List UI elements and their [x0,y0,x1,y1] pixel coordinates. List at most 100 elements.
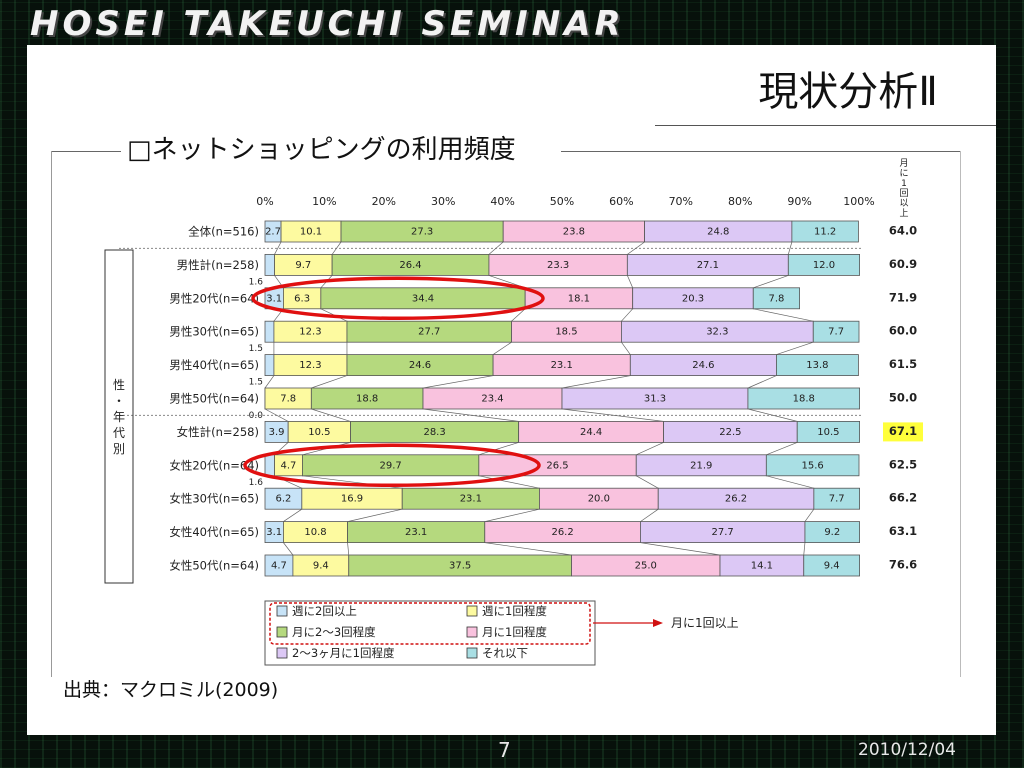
bar-value-label: 29.7 [379,460,401,471]
bar-value-label: 7.8 [280,394,296,405]
legend-label: 週に2回以上 [292,604,357,618]
x-tick-label: 60% [609,195,633,208]
bar-value-label: 12.0 [813,260,835,271]
bar-value-label: 3.1 [266,527,282,538]
bar-value-label: 10.1 [300,227,322,238]
bar-value-label: 9.4 [824,561,840,572]
bar-value-label: 31.3 [644,394,666,405]
category-label: 全体(n=516) [188,225,259,239]
legend-box [264,600,596,666]
bar-value-label: 3.1 [266,293,282,304]
bar-value-label: 7.7 [829,494,845,505]
x-tick-label: 70% [669,195,693,208]
bar-value-label: 1.6 [249,478,264,488]
bar-value-label: 7.8 [768,293,784,304]
connector-line [747,375,777,389]
right-value: 61.5 [889,357,917,371]
legend-label: それ以下 [482,646,528,660]
bar-value-label: 20.0 [588,494,610,505]
bar-value-label: 32.3 [706,327,728,338]
right-value: 76.6 [889,558,917,572]
bar-segment [264,354,275,377]
slide-date: 2010/12/04 [858,740,956,760]
category-label: 男性30代(n=65) [169,325,259,339]
category-label: 女性30代(n=65) [169,492,259,506]
x-tick-label: 40% [490,195,514,208]
bar-value-label: 0.0 [249,411,264,421]
connector-line [803,542,806,556]
group-label-char: 代 [113,426,125,440]
bar-value-label: 27.1 [697,260,719,271]
right-value: 60.0 [889,324,917,338]
legend-label: 月に1回程度 [482,625,547,639]
right-column-header-char: 月 [899,158,908,169]
bar-segment [813,487,860,510]
bar-segment [776,354,859,377]
x-tick-label: 0% [256,195,273,208]
right-column-header-char: 1 [901,179,907,189]
connector-line [492,341,512,355]
connector-line [347,542,350,556]
right-value: 66.2 [889,491,917,505]
bar-value-label: 24.4 [580,427,602,438]
x-tick-label: 20% [372,195,396,208]
bar-value-label: 24.8 [707,227,729,238]
bar-value-label: 3.9 [269,427,285,438]
connector-line [311,408,351,422]
legend-label: 週に1回程度 [482,604,547,618]
right-value: 71.9 [889,290,917,304]
bar-segment [264,454,275,477]
bar-value-label: 28.3 [423,427,445,438]
bar-value-label: 23.1 [460,494,482,505]
slide-subtitle: □ネットショッピングの利用頻度 [127,135,516,165]
connector-line [636,475,659,489]
x-tick-label: 80% [728,195,752,208]
bar-value-label: 21.9 [690,460,712,471]
x-tick-label: 100% [843,195,874,208]
connector-line [283,542,294,556]
bar-value-label: 2.7 [265,227,281,238]
bar-value-label: 23.1 [405,527,427,538]
highlight-oval [251,276,545,321]
right-value: 50.0 [889,391,917,405]
connector-line [422,408,519,422]
legend-label: 2～3ヶ月に1回程度 [292,646,395,660]
connector-line [766,442,798,456]
bar-value-label: 26.2 [551,527,573,538]
connector-line [766,475,814,489]
bar-value-label: 18.8 [356,394,378,405]
bar-segment [803,554,860,577]
right-column-header-char: 回 [899,188,908,199]
bar-value-label: 11.2 [814,227,836,238]
bar-value-label: 26.4 [399,260,421,271]
bar-value-label: 12.3 [299,327,321,338]
bar-value-label: 16.9 [341,494,363,505]
connector-line [331,241,342,255]
bar-value-label: 15.6 [802,460,824,471]
connector-line [776,341,814,355]
bar-segment [264,320,275,343]
connector-line [561,375,631,389]
connector-line [264,408,289,422]
legend-arrow-head [653,619,663,627]
category-label: 女性20代(n=64) [169,458,259,472]
connector-line [488,241,504,255]
right-value: 64.0 [889,224,917,238]
legend-note: 月に1回以上 [671,616,739,630]
title-rule [655,125,996,126]
group-label-char: 別 [113,442,125,456]
bar-value-label: 1.5 [249,378,263,388]
highlight-oval [243,443,541,488]
legend-swatch [466,605,478,617]
right-value: 62.5 [889,457,917,471]
bar-segment [812,320,860,343]
connector-line [747,408,798,422]
bar-segment [787,253,860,276]
bar-value-label: 18.1 [568,293,590,304]
bar-segment [752,287,801,310]
bar-value-label: 27.3 [411,227,433,238]
bar-value-label: 26.2 [725,494,747,505]
bar-value-label: 20.3 [682,293,704,304]
connector-line [804,508,815,522]
connector-line [753,275,789,289]
